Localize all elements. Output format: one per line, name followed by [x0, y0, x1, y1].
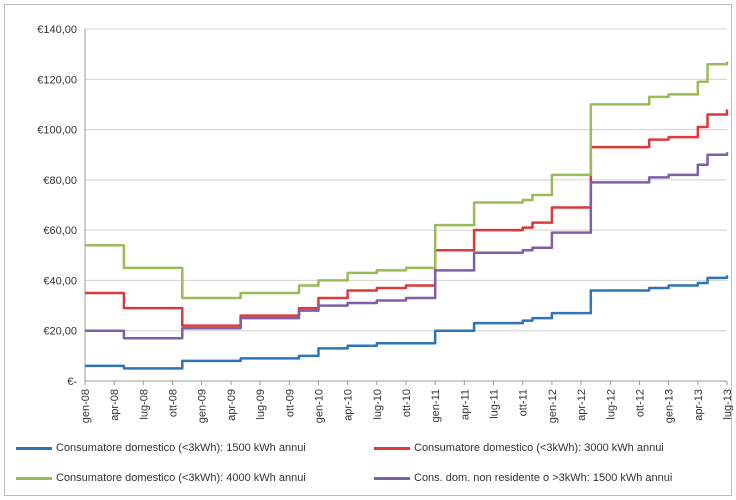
x-tick-label: apr-09	[226, 389, 238, 421]
y-tick-label: €40,00	[43, 275, 77, 287]
line-chart: €- €20,00 €40,00 €60,00 €80,00 €100,00 €120,00…	[37, 24, 734, 423]
legend-label-2: Consumatore domestico (<3kWh): 3000 kWh …	[414, 442, 664, 454]
x-tick-label: apr-13	[693, 389, 705, 421]
x-tick-label: apr-08	[109, 389, 121, 421]
y-tick-label: €140,00	[37, 24, 77, 36]
legend-swatch-1	[16, 446, 52, 450]
x-tick-label: apr-10	[343, 389, 355, 421]
x-tick-label: gen-13	[664, 389, 676, 423]
x-tick-label: lug-10	[372, 389, 384, 420]
y-tick-label: €-	[67, 376, 77, 388]
legend-item-1: Consumatore domestico (<3kWh): 1500 kWh …	[16, 442, 306, 454]
legend-swatch-2	[374, 446, 410, 450]
x-tick-label: ott-12	[634, 389, 646, 417]
legend: Consumatore domestico (<3kWh): 1500 kWh …	[12, 438, 728, 494]
x-tick-label: gen-09	[197, 389, 209, 423]
series-line-1	[85, 275, 729, 370]
x-tick-label: gen-10	[313, 389, 325, 423]
y-tick-label: €120,00	[37, 74, 77, 86]
legend-swatch-4	[374, 476, 410, 480]
x-axis: gen-08 apr-08 lug-08 ott-08 gen-09 apr-09 lug-…	[80, 380, 734, 423]
x-tick-label: gen-08	[80, 389, 92, 423]
series-layer	[85, 61, 729, 370]
x-tick-label: ott-10	[401, 389, 413, 417]
x-tick-label: lug-09	[255, 389, 267, 420]
y-axis: €- €20,00 €40,00 €60,00 €80,00 €100,00 €120,00…	[37, 24, 86, 388]
x-tick-label: lug-08	[138, 389, 150, 420]
series-line-3	[85, 61, 729, 300]
x-tick-label: gen-12	[547, 389, 559, 423]
x-tick-label: lug-11	[489, 389, 501, 419]
x-tick-label: ott-08	[168, 389, 180, 417]
x-tick-label: apr-11	[459, 389, 471, 420]
x-tick-label: lug-13	[722, 389, 733, 420]
y-tick-label: €80,00	[43, 175, 77, 187]
legend-label-3: Consumatore domestico (<3kWh): 4000 kWh …	[56, 472, 306, 484]
legend-item-3: Consumatore domestico (<3kWh): 4000 kWh …	[16, 472, 306, 484]
legend-swatch-3	[16, 476, 52, 480]
x-tick-label: lug-12	[605, 389, 617, 420]
gridlines	[85, 28, 727, 382]
legend-item-2: Consumatore domestico (<3kWh): 3000 kWh …	[374, 442, 664, 454]
x-tick-label: apr-12	[576, 389, 588, 421]
x-tick-label: gen-11	[430, 389, 442, 422]
y-tick-label: €20,00	[43, 326, 77, 338]
legend-label-1: Consumatore domestico (<3kWh): 1500 kWh …	[56, 442, 306, 454]
x-tick-label: ott-11	[518, 389, 530, 416]
y-tick-label: €100,00	[37, 125, 77, 137]
series-line-4	[85, 152, 729, 340]
x-tick-label: ott-09	[284, 389, 296, 417]
legend-label-4: Cons. dom. non residente o >3kWh: 1500 k…	[414, 472, 673, 484]
chart-frame: €- €20,00 €40,00 €60,00 €80,00 €100,00 €120,00…	[4, 4, 734, 496]
legend-item-4: Cons. dom. non residente o >3kWh: 1500 k…	[374, 472, 672, 484]
y-tick-label: €60,00	[43, 225, 77, 237]
